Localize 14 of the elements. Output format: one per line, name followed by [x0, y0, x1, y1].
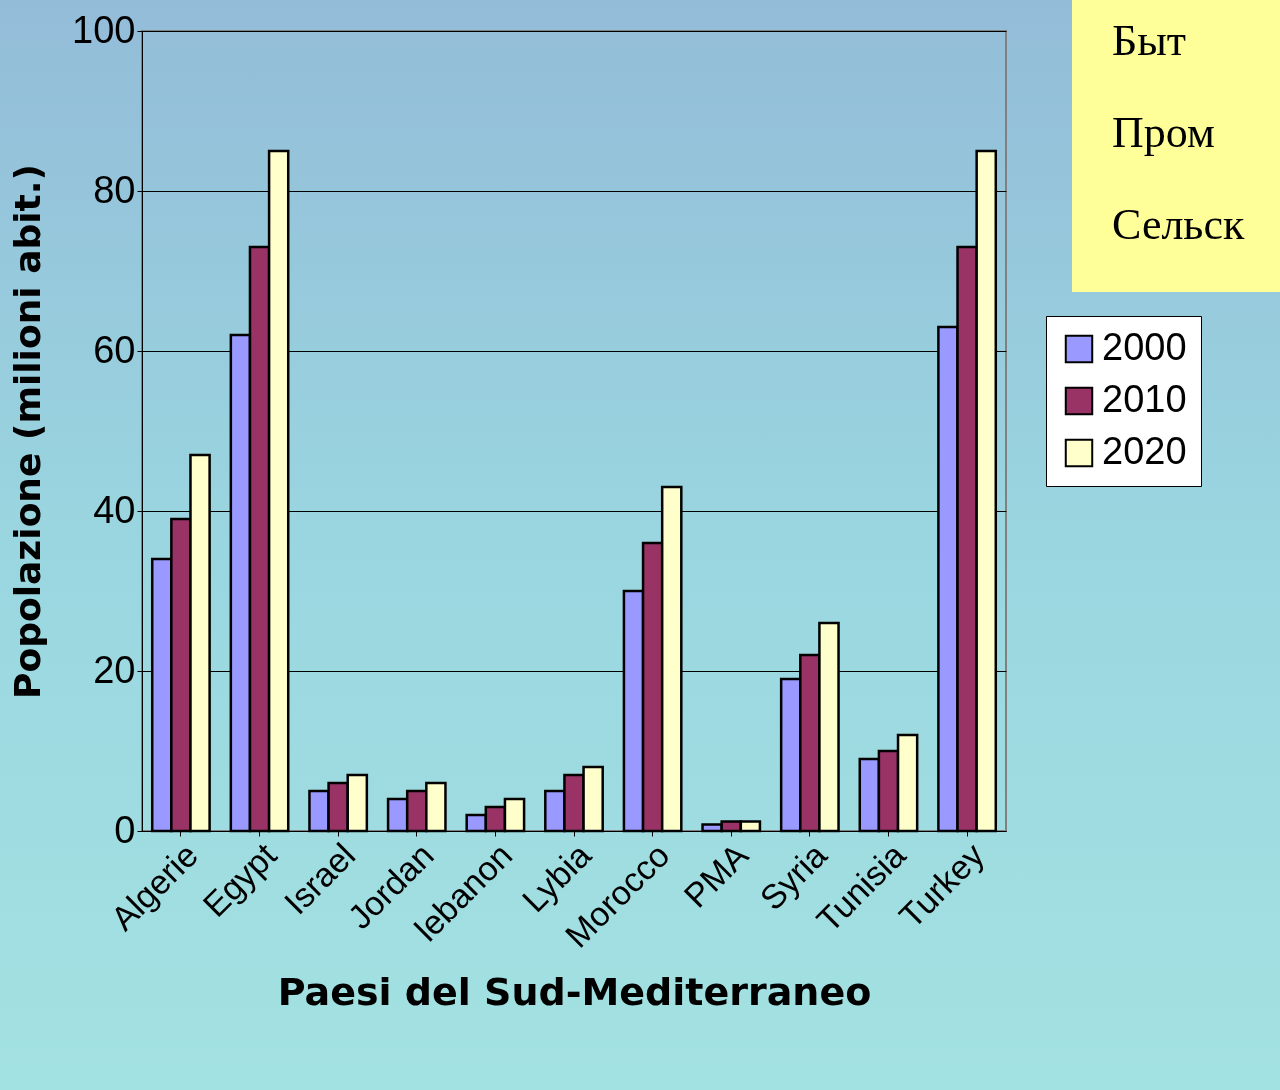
text: Быт — [1112, 15, 1188, 67]
y-tick-label: 80 — [93, 168, 136, 211]
legend-label: 2000 — [1102, 326, 1187, 368]
text: Сельск — [1112, 199, 1246, 251]
x-axis-title: Paesi del Sud-Mediterraneo — [277, 969, 872, 1014]
y-tick-label: 60 — [93, 328, 136, 371]
text: Пром — [1112, 107, 1216, 159]
y-axis-title: Popolazione (milioni abit.) — [7, 164, 49, 699]
legend-label: 2020 — [1102, 430, 1187, 472]
y-tick-label: 0 — [114, 808, 136, 851]
y-tick-label: 40 — [93, 488, 136, 531]
y-tick-label: 100 — [72, 8, 136, 51]
y-tick-label: 20 — [93, 648, 136, 691]
legend-label: 2010 — [1102, 378, 1187, 420]
